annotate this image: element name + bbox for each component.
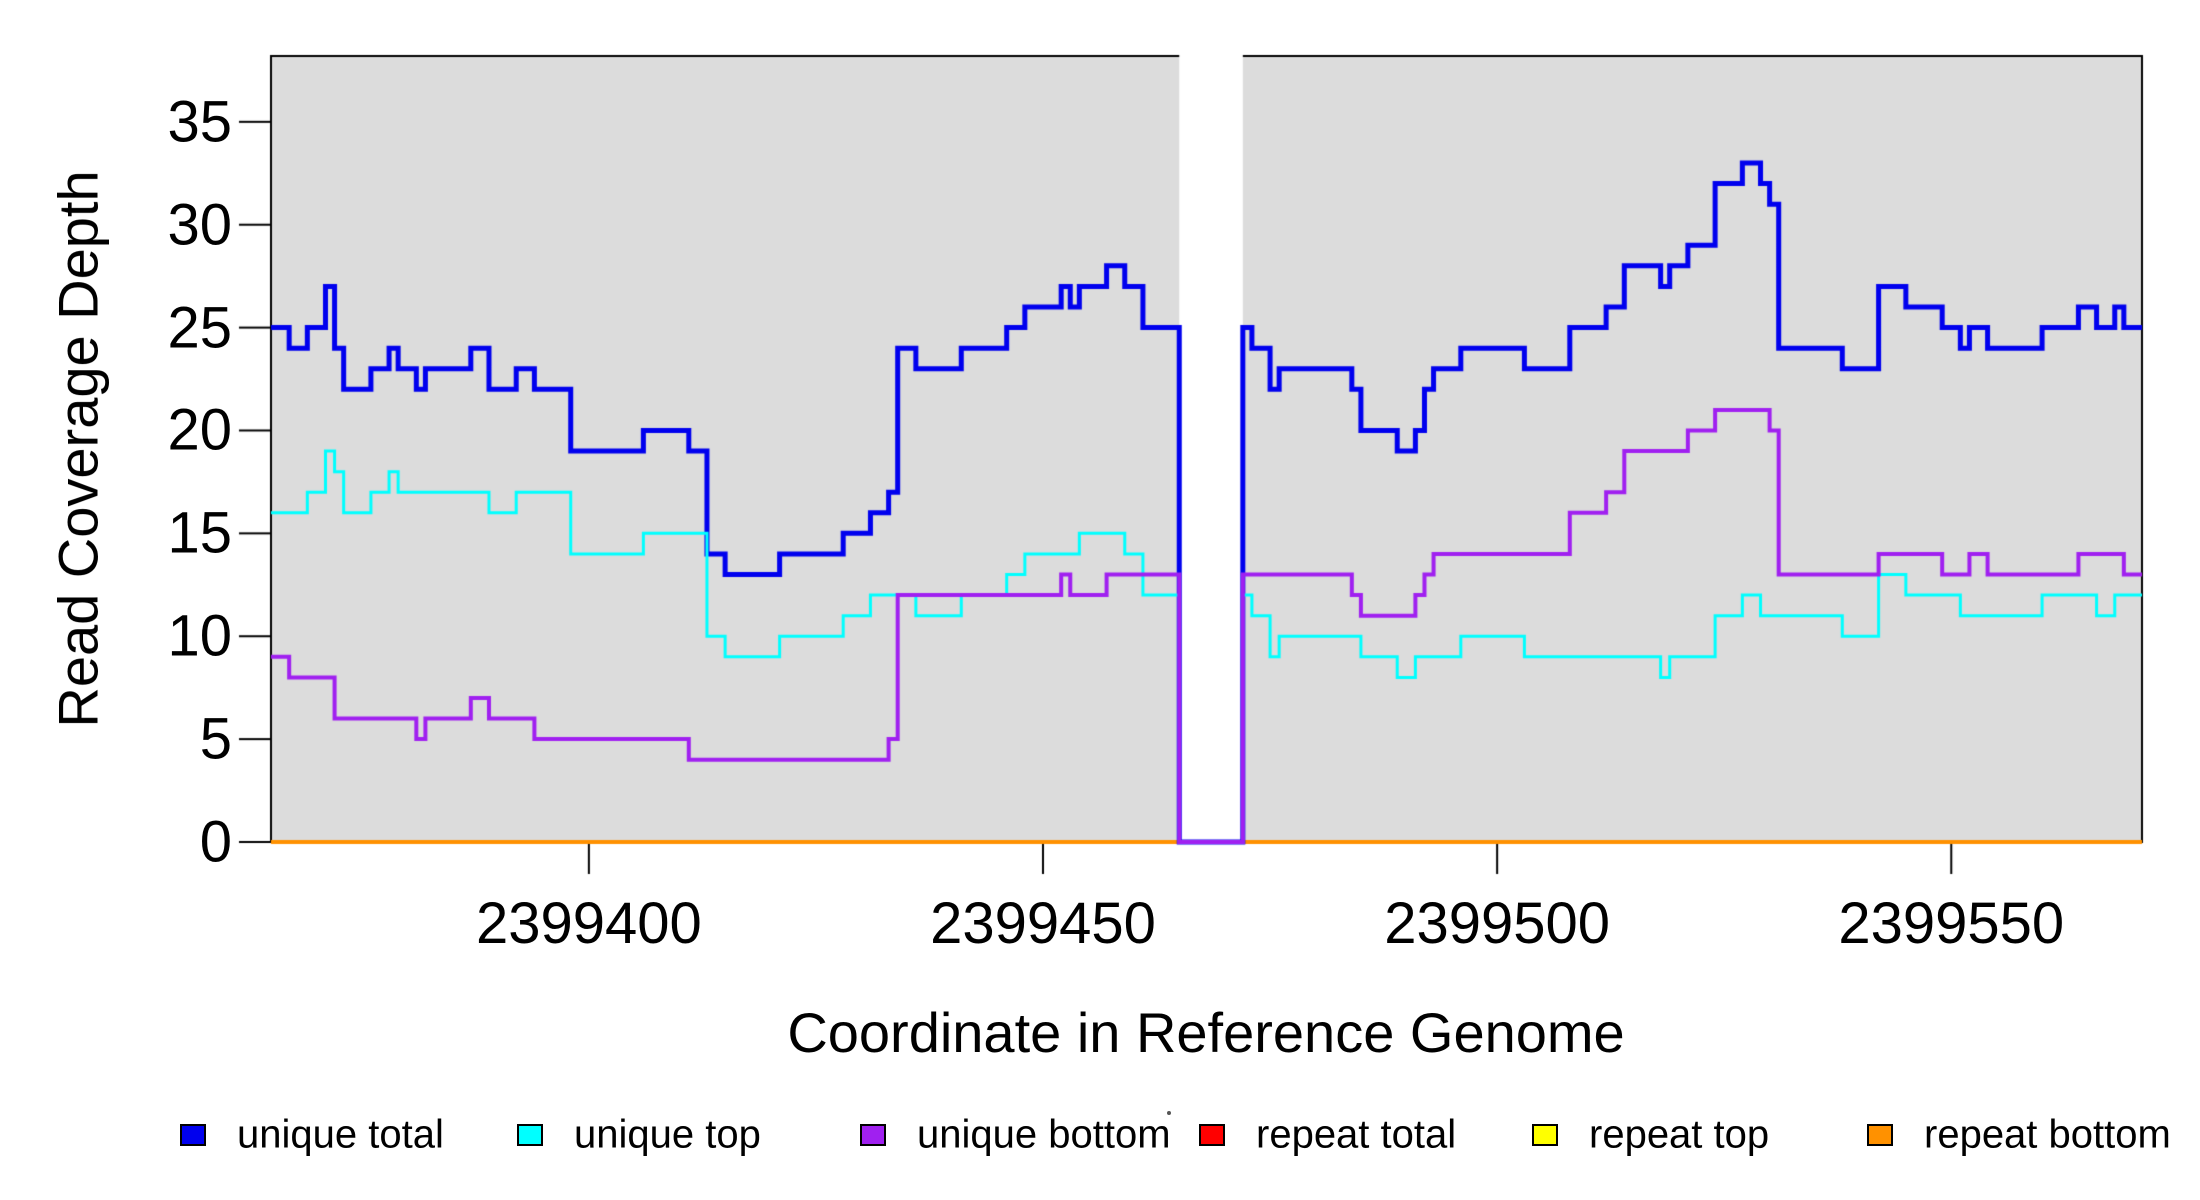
legend-label: unique total [237,1112,444,1157]
y-tick-label: 30 [167,192,232,258]
legend-swatch-icon [860,1124,886,1146]
legend-label: repeat top [1589,1112,1770,1157]
x-tick-label: 2399550 [1838,891,2065,956]
legend-swatch-icon [1532,1124,1558,1146]
y-tick-label: 10 [167,603,232,669]
y-tick-label: 5 [199,706,232,772]
legend-swatch-icon [1199,1124,1225,1146]
x-tick-label: 2399450 [930,891,1156,956]
legend-label: unique bottom [917,1112,1171,1157]
y-tick-label: 15 [167,500,232,566]
legend-artifact-dot [1167,1111,1171,1115]
y-tick-label: 25 [167,295,232,361]
y-tick-label: 35 [167,89,232,155]
legend-label: unique top [574,1112,761,1157]
x-tick-label: 2399500 [1384,891,1611,956]
y-tick-label: 20 [167,397,232,463]
y-tick-label: 0 [199,809,232,875]
legend-label: repeat total [1256,1112,1457,1157]
legend-swatch-icon [517,1124,543,1146]
legend-label: repeat bottom [1924,1112,2171,1157]
x-axis-title: Coordinate in Reference Genome [787,1001,1625,1064]
y-axis-title: Read Coverage Depth [46,170,110,728]
legend-swatch-icon [180,1124,206,1146]
x-tick-label: 2399400 [475,891,702,956]
legend-swatch-icon [1867,1124,1893,1146]
